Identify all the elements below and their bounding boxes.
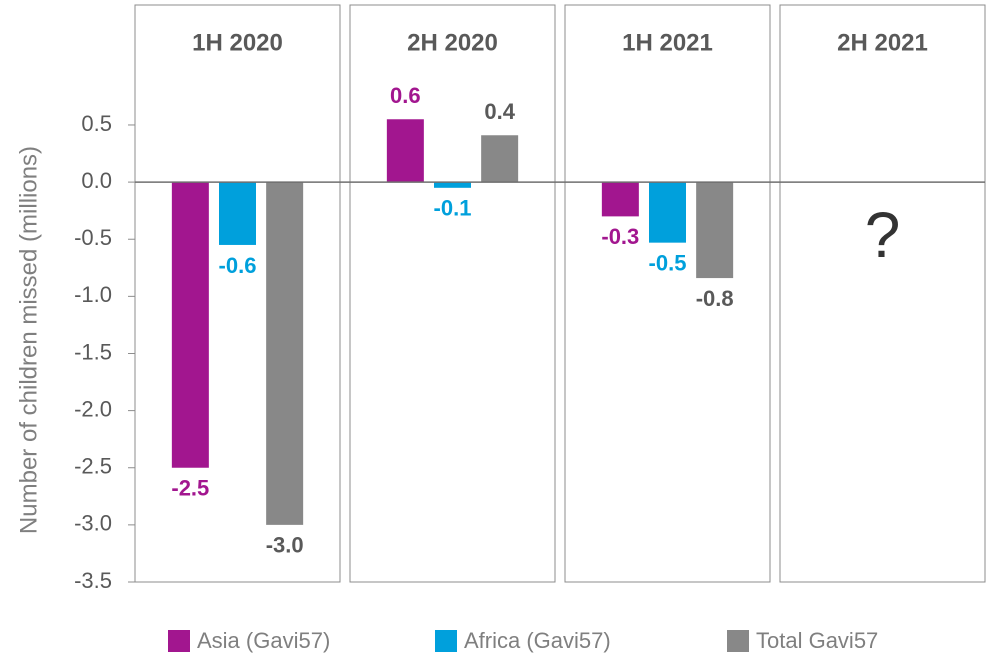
y-tick-label: 0.5: [81, 111, 112, 136]
panel: [564, 4, 771, 583]
y-axis-label: Number of children missed (millions): [15, 146, 42, 534]
legend-label: Africa (Gavi57): [464, 628, 611, 653]
data-label: -0.5: [649, 250, 687, 275]
y-tick-label: 0.0: [81, 168, 112, 193]
panel-header: 2H 2021: [837, 29, 928, 56]
data-label: -3.0: [266, 533, 304, 558]
legend-label: Total Gavi57: [756, 628, 878, 653]
y-tick-label: -3.5: [74, 568, 112, 593]
annotation: ?: [865, 199, 901, 271]
data-label: -2.5: [171, 476, 209, 501]
panel: [349, 4, 556, 583]
bar: [696, 182, 734, 279]
bar: [481, 135, 519, 183]
data-label: -0.6: [219, 253, 257, 278]
y-tick-label: -3.0: [74, 511, 112, 536]
panel: [779, 4, 986, 583]
bar: [171, 182, 209, 468]
data-label: 0.6: [390, 83, 421, 108]
y-tick-label: -1.0: [74, 282, 112, 307]
bar: [434, 182, 471, 188]
y-tick-label: -2.0: [74, 396, 112, 421]
y-tick-label: -0.5: [74, 225, 112, 250]
bar: [649, 182, 686, 243]
y-tick-label: -1.5: [74, 339, 112, 364]
panel-header: 1H 2020: [192, 29, 283, 56]
data-label: 0.4: [484, 99, 515, 124]
legend-swatch: [168, 630, 190, 652]
panel-header: 2H 2020: [407, 29, 498, 56]
bar: [266, 182, 304, 525]
data-label: -0.3: [601, 224, 639, 249]
y-tick-label: -2.5: [74, 454, 112, 479]
legend-swatch: [727, 630, 749, 652]
legend-label: Asia (Gavi57): [197, 628, 330, 653]
bar: [219, 182, 256, 245]
data-label: -0.8: [696, 286, 734, 311]
bar: [386, 119, 424, 183]
data-label: -0.1: [434, 196, 472, 221]
panel-header: 1H 2021: [622, 29, 713, 56]
legend-swatch: [435, 630, 457, 652]
panel: [134, 4, 341, 583]
bar: [601, 182, 639, 217]
